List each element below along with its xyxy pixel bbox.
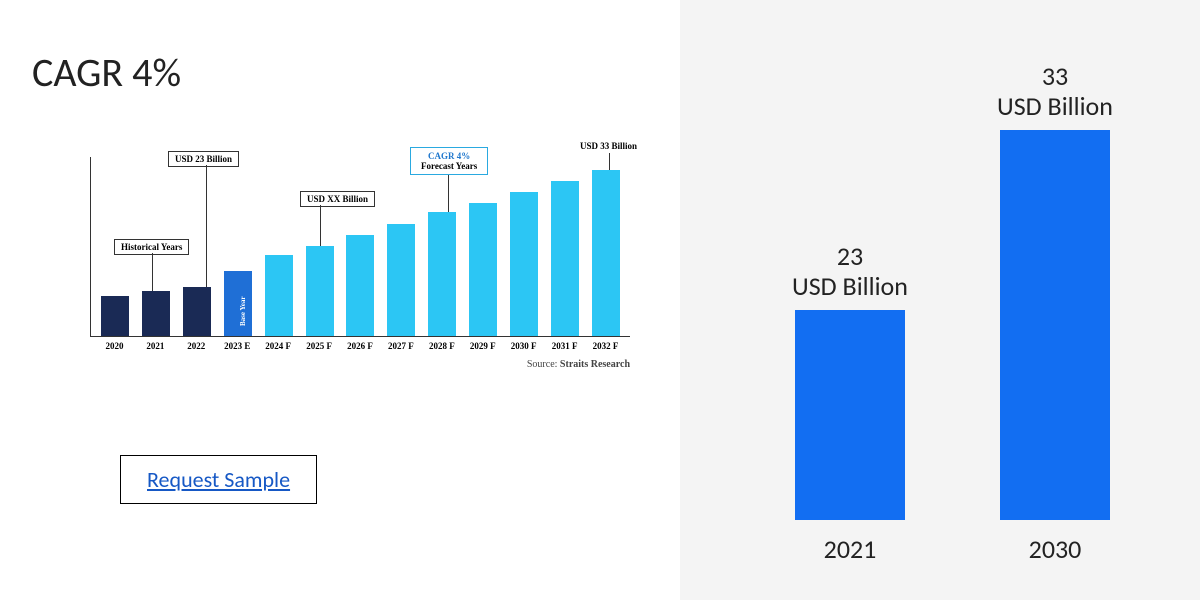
mini-x-label: 2031 F [551, 341, 579, 351]
mini-bar [592, 170, 620, 336]
callout-usd-33: USD 33 Billion [574, 139, 643, 153]
mini-bar [469, 203, 497, 336]
mini-bar [265, 255, 293, 336]
mini-bar [428, 212, 456, 336]
source-prefix: Source: [527, 359, 558, 370]
mini-x-label: 2025 F [305, 341, 333, 351]
big-bar-chart: 23USD Billion 2021 33USD Billion 2030 [680, 20, 1200, 570]
mini-chart-container: Historical Years USD 23 Billion USD XX B… [90, 157, 630, 370]
mini-bar-chart: Base Year [90, 157, 630, 337]
mini-x-label: 2022 [182, 341, 210, 351]
mini-bar [101, 296, 129, 336]
mini-x-label: 2020 [100, 341, 128, 351]
request-sample-button[interactable]: Request Sample [120, 455, 317, 504]
mini-x-label: 2024 F [264, 341, 292, 351]
mini-bars-row [91, 157, 630, 336]
source-name: Straits Research [560, 359, 630, 370]
mini-xaxis: 2020 2021 2022 2023 E 2024 F 2025 F 2026 F 2027… [90, 337, 630, 351]
request-sample-wrap: Request Sample [120, 455, 650, 504]
mini-bar [224, 271, 252, 336]
big-bar-value-label: 23USD Billion [760, 242, 940, 302]
mini-bar [510, 192, 538, 336]
mini-bar [142, 291, 170, 336]
big-bar-x-label: 2021 [795, 533, 905, 565]
big-bar-x-label: 2030 [1000, 533, 1110, 565]
mini-bar [346, 235, 374, 336]
big-bar [1000, 130, 1110, 520]
mini-x-label: 2026 F [346, 341, 374, 351]
mini-bar [551, 181, 579, 336]
mini-bar [183, 287, 211, 336]
right-panel: 23USD Billion 2021 33USD Billion 2030 [680, 0, 1200, 600]
mini-x-label: 2032 F [592, 341, 620, 351]
mini-bar [387, 224, 415, 336]
mini-x-label: 2023 E [223, 341, 251, 351]
base-year-label: Base Year [239, 297, 247, 326]
mini-chart-source: Source: Straits Research [90, 359, 630, 370]
big-bar-value-label: 33USD Billion [965, 62, 1145, 122]
big-bar [795, 310, 905, 520]
mini-x-label: 2021 [141, 341, 169, 351]
mini-x-label: 2029 F [469, 341, 497, 351]
mini-x-label: 2028 F [428, 341, 456, 351]
mini-bar [306, 246, 334, 336]
left-panel: CAGR 4% Historical Years USD 23 Billion … [0, 0, 680, 600]
mini-x-label: 2030 F [510, 341, 538, 351]
cagr-title: CAGR 4% [32, 48, 650, 97]
mini-x-label: 2027 F [387, 341, 415, 351]
